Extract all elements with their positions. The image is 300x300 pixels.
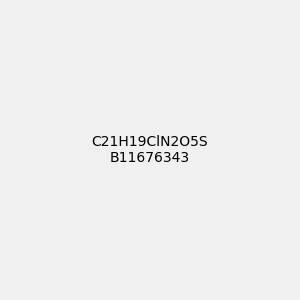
Text: C21H19ClN2O5S
B11676343: C21H19ClN2O5S B11676343 [92, 135, 208, 165]
